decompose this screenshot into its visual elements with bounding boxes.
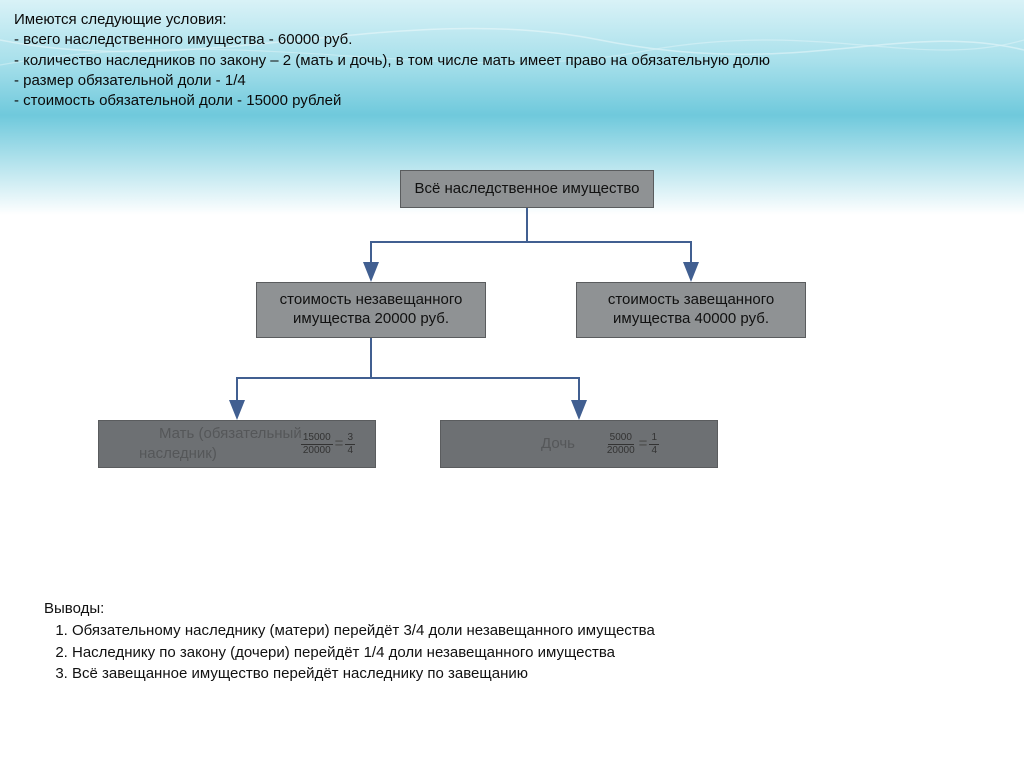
condition-line: - стоимость обязательной доли - 15000 ру… <box>14 91 770 111</box>
conditions-heading: Имеются следующие условия: <box>14 10 770 30</box>
condition-line: - всего наследственного имущества - 6000… <box>14 30 770 50</box>
condition-line: - размер обязательной доли - 1/4 <box>14 71 770 91</box>
fraction: 15000 20000 <box>301 433 333 456</box>
ghost-text: Мать (обязательный <box>159 425 302 444</box>
node-right: стоимость завещанного имущества 40000 ру… <box>576 282 806 338</box>
conclusion-item: Всё завещанное имущество перейдёт наслед… <box>72 663 655 685</box>
conditions-block: Имеются следующие условия: - всего насле… <box>14 10 770 111</box>
node-label: стоимость завещанного имущества 40000 ру… <box>587 291 795 329</box>
fraction: 1 4 <box>649 433 659 456</box>
conclusions-heading: Выводы: <box>44 598 655 620</box>
node-left: стоимость незавещанного имущества 20000 … <box>256 282 486 338</box>
ghost-text: Дочь <box>541 435 575 454</box>
condition-line: - количество наследников по закону – 2 (… <box>14 51 770 71</box>
node-daughter: Дочь 5000 20000 = 1 4 <box>440 420 718 468</box>
equals: = <box>639 435 648 454</box>
conclusion-item: Обязательному наследнику (матери) перейд… <box>72 620 655 642</box>
fraction: 5000 20000 <box>605 433 637 456</box>
ghost-text: наследник) <box>139 445 217 464</box>
conclusion-item: Наследнику по закону (дочери) перейдёт 1… <box>72 642 655 664</box>
node-root: Всё наследственное имущество <box>400 170 654 208</box>
fraction: 3 4 <box>345 433 355 456</box>
node-mother: Мать (обязательный наследник) 15000 2000… <box>98 420 376 468</box>
conclusions-block: Выводы: Обязательному наследнику (матери… <box>44 598 655 685</box>
node-label: стоимость незавещанного имущества 20000 … <box>267 291 475 329</box>
inheritance-chart: Всё наследственное имущество стоимость н… <box>0 170 1024 490</box>
node-label: Всё наследственное имущество <box>415 180 640 199</box>
equals: = <box>335 435 344 454</box>
